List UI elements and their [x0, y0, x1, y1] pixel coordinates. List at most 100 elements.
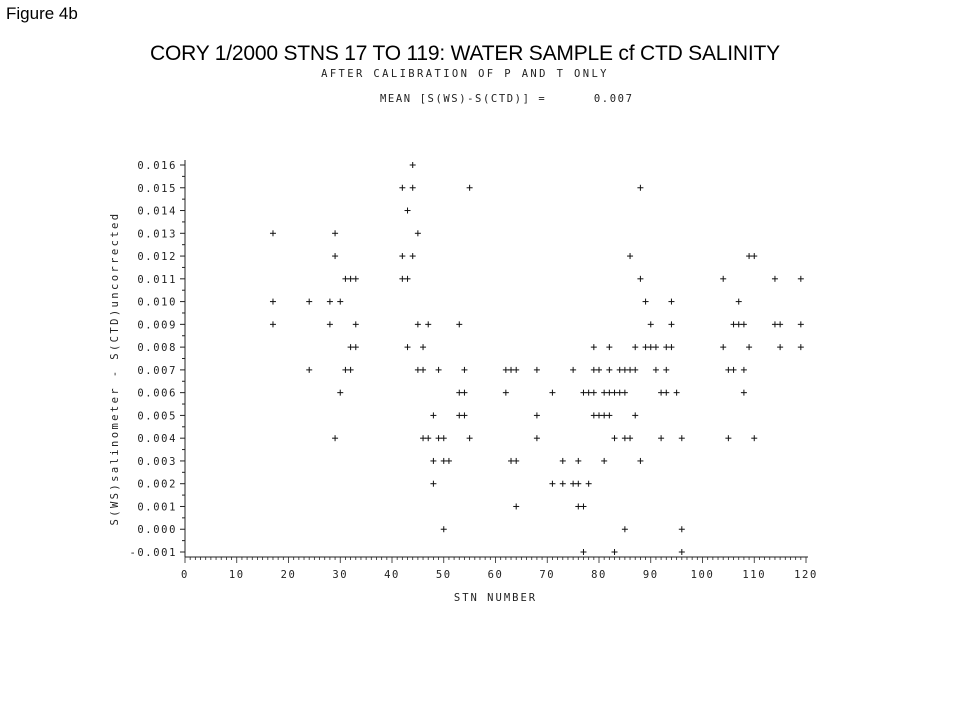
data-point [352, 344, 359, 351]
data-point [409, 253, 416, 260]
x-tick-label: 60 [488, 569, 504, 581]
x-tick-label: 50 [436, 569, 452, 581]
data-point [751, 253, 758, 260]
data-point [580, 549, 587, 555]
data-point [606, 366, 613, 373]
data-point [730, 366, 737, 373]
x-tick-label: 10 [229, 569, 245, 581]
y-tick-label: 0.016 [137, 160, 177, 172]
data-point [678, 435, 685, 442]
data-point [611, 389, 618, 396]
data-point [306, 366, 313, 373]
data-point [399, 253, 406, 260]
data-point [435, 366, 442, 373]
data-point [652, 344, 659, 351]
data-point [740, 366, 747, 373]
data-point [678, 549, 685, 555]
data-point [590, 344, 597, 351]
data-point [580, 503, 587, 510]
mean-readout: MEAN [S(WS)-S(CTD)] = 0.007 [380, 93, 634, 105]
data-point [430, 480, 437, 487]
data-point [461, 389, 468, 396]
data-point [445, 457, 452, 464]
y-tick-label: 0.014 [137, 206, 177, 218]
y-tick-label: 0.011 [137, 274, 177, 286]
data-point [435, 435, 442, 442]
data-point [404, 207, 411, 214]
data-point [440, 526, 447, 533]
y-axis-label: S(WS)salinometer - S(CTD)uncorrected [109, 212, 121, 526]
data-point [425, 321, 432, 328]
data-point [414, 321, 421, 328]
data-point [549, 389, 556, 396]
y-tick-label: 0.012 [137, 251, 177, 263]
x-tick-label: 70 [539, 569, 555, 581]
data-point [720, 344, 727, 351]
y-tick-label: 0.005 [137, 410, 177, 422]
x-tick-label: 110 [742, 569, 766, 581]
data-point [409, 162, 416, 168]
data-point [590, 412, 597, 419]
data-point [513, 366, 520, 373]
data-point [601, 389, 608, 396]
data-point [461, 366, 468, 373]
data-point [637, 457, 644, 464]
y-ticks: -0.001 0.000 0.001 0.002 0.003 0.004 0.005 0.00… [129, 160, 185, 559]
data-point [735, 321, 742, 328]
data-point [658, 435, 665, 442]
data-point [337, 298, 344, 305]
data-point [606, 344, 613, 351]
data-point [668, 321, 675, 328]
data-point [621, 389, 628, 396]
data-point [461, 412, 468, 419]
data-point [549, 480, 556, 487]
data-point [420, 435, 427, 442]
data-point [725, 366, 732, 373]
data-point [352, 275, 359, 282]
data-point [533, 435, 540, 442]
data-point [642, 344, 649, 351]
data-point [337, 389, 344, 396]
data-point [606, 412, 613, 419]
data-point [466, 184, 473, 191]
y-tick-label: 0.002 [137, 479, 177, 491]
data-point [533, 366, 540, 373]
x-tick-label: 90 [643, 569, 659, 581]
data-point [632, 412, 639, 419]
mean-value: 0.007 [593, 93, 634, 105]
data-point [399, 275, 406, 282]
data-point [326, 298, 333, 305]
data-point [746, 253, 753, 260]
mean-label: MEAN [S(WS)-S(CTD)] = [380, 93, 547, 105]
data-point [456, 321, 463, 328]
data-point [678, 526, 685, 533]
y-tick-label: -0.001 [129, 547, 177, 559]
data-point [347, 366, 354, 373]
data-point [663, 389, 670, 396]
data-point [730, 321, 737, 328]
y-tick-label: 0.015 [137, 183, 177, 195]
data-point [735, 298, 742, 305]
y-tick-label: 0.004 [137, 433, 177, 445]
y-tick-label: 0.007 [137, 365, 177, 377]
data-point [658, 389, 665, 396]
data-point [502, 389, 509, 396]
chart-title: CORY 1/2000 STNS 17 TO 119: WATER SAMPLE… [150, 42, 780, 65]
data-point [771, 321, 778, 328]
data-point [601, 412, 608, 419]
data-point [596, 366, 602, 373]
data-point [399, 184, 406, 191]
data-point [740, 321, 747, 328]
data-point [580, 389, 587, 396]
data-point [627, 366, 634, 373]
data-point [627, 253, 634, 260]
x-tick-label: 120 [794, 569, 818, 581]
data-point [466, 435, 473, 442]
data-point [430, 457, 437, 464]
data-point [777, 344, 784, 351]
data-point [632, 366, 639, 373]
data-point [420, 344, 427, 351]
data-point [647, 344, 654, 351]
x-axis-label: STN NUMBER [454, 592, 537, 604]
